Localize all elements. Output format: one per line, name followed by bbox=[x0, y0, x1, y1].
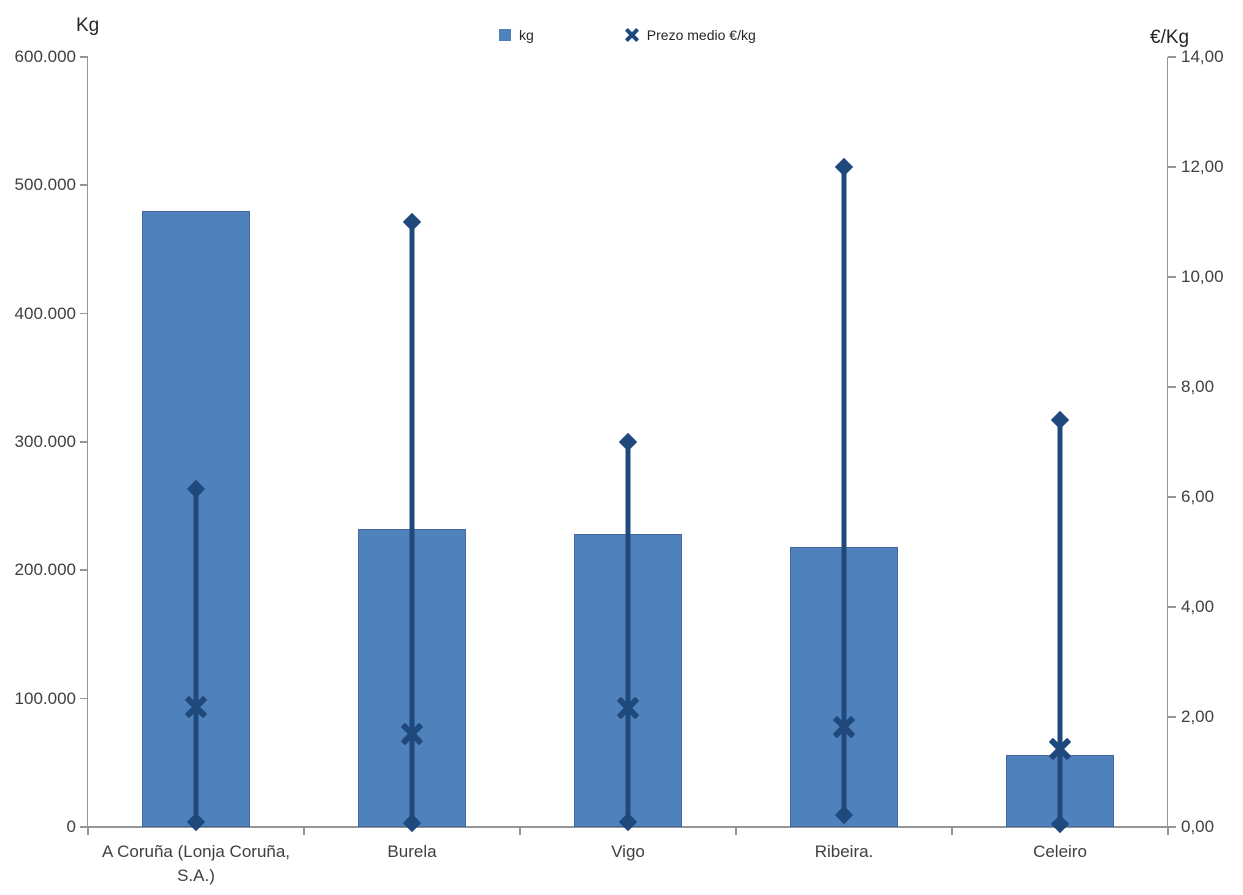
y-axis-left-tick-label: 100.000 bbox=[14, 688, 76, 708]
price-high-diamond-marker bbox=[618, 432, 638, 452]
x-marker-icon bbox=[625, 28, 639, 42]
y-axis-right-tick bbox=[1168, 606, 1176, 608]
category-label: Vigo bbox=[611, 842, 645, 861]
y-axis-left-tick bbox=[80, 697, 88, 700]
y-axis-right bbox=[1167, 57, 1168, 827]
y-axis-right-tick-label: 2,00 bbox=[1181, 707, 1215, 726]
y-axis-right-tick-label: 0,00 bbox=[1181, 817, 1215, 836]
prezo-medio-x-marker bbox=[832, 715, 856, 739]
y-axis-left-tick-label: 0 bbox=[66, 817, 76, 836]
y-axis-right-tick bbox=[1168, 56, 1176, 58]
x-axis-tick bbox=[735, 827, 737, 835]
category-label: Ribeira. bbox=[814, 842, 874, 861]
prezo-medio-x-marker bbox=[616, 696, 640, 720]
y-axis-right-tick bbox=[1168, 276, 1176, 278]
x-axis-tick bbox=[303, 827, 305, 835]
y-axis-left-tick bbox=[80, 569, 88, 571]
legend-label-kg: kg bbox=[519, 27, 534, 43]
y-axis-right-tick-label: 8,00 bbox=[1181, 377, 1215, 396]
category-label: A Coruña (Lonja Coruña, S.A.) bbox=[101, 842, 291, 885]
legend: kg Prezo medio €/kg bbox=[499, 27, 756, 43]
y-axis-left-tick bbox=[80, 826, 88, 828]
legend-item-prezo-medio: Prezo medio €/kg bbox=[625, 27, 756, 43]
y-axis-left-tick bbox=[80, 312, 88, 315]
price-range-line bbox=[841, 167, 847, 815]
x-axis-tick bbox=[87, 827, 89, 835]
y-axis-right-tick bbox=[1168, 386, 1176, 388]
y-axis-left-tick-label: 200.000 bbox=[14, 560, 76, 580]
y-axis-left-tick bbox=[80, 56, 88, 58]
category-label: Burela bbox=[387, 842, 437, 861]
legend-label-prezo-medio: Prezo medio €/kg bbox=[646, 27, 756, 43]
y-axis-left-tick bbox=[80, 441, 88, 443]
y-axis-right-tick bbox=[1168, 166, 1176, 168]
prezo-medio-x-marker bbox=[400, 722, 424, 746]
price-range-line bbox=[409, 222, 415, 824]
y-axis-right-tick-label: 4,00 bbox=[1181, 597, 1215, 616]
price-high-diamond-marker bbox=[402, 212, 422, 232]
y-axis-right-tick bbox=[1168, 716, 1176, 718]
left-axis-title: Kg bbox=[76, 15, 100, 36]
y-axis-left-tick-label: 600.000 bbox=[14, 47, 76, 66]
price-range-line bbox=[1057, 420, 1063, 825]
x-axis-tick bbox=[1167, 827, 1169, 835]
y-axis-left-tick-label: 300.000 bbox=[14, 432, 76, 451]
y-axis-right-tick bbox=[1168, 496, 1176, 498]
category-label: Celeiro bbox=[1033, 842, 1087, 861]
prezo-medio-x-marker bbox=[1048, 737, 1072, 761]
x-axis-tick bbox=[519, 827, 521, 835]
price-high-diamond-marker bbox=[1050, 410, 1070, 430]
price-range-line bbox=[625, 442, 631, 823]
y-axis-left-tick bbox=[80, 184, 88, 186]
x-axis-tick bbox=[951, 827, 953, 835]
bar-series-swatch-icon bbox=[499, 29, 511, 41]
prezo-medio-x-marker bbox=[184, 695, 208, 719]
y-axis-right-tick-label: 12,00 bbox=[1181, 157, 1224, 176]
y-axis-right-tick bbox=[1168, 826, 1176, 828]
price-high-diamond-marker bbox=[834, 157, 854, 177]
y-axis-right-tick-label: 6,00 bbox=[1181, 487, 1215, 506]
price-range-line bbox=[193, 488, 199, 823]
legend-item-kg: kg bbox=[499, 27, 534, 43]
y-axis-right-tick-label: 14,00 bbox=[1181, 47, 1224, 66]
y-axis-left-tick-label: 400.000 bbox=[14, 303, 76, 323]
y-axis-right-tick-label: 10,00 bbox=[1181, 267, 1224, 286]
right-axis-title: €/Kg bbox=[1150, 27, 1190, 48]
y-axis-left-tick-label: 500.000 bbox=[14, 175, 76, 195]
